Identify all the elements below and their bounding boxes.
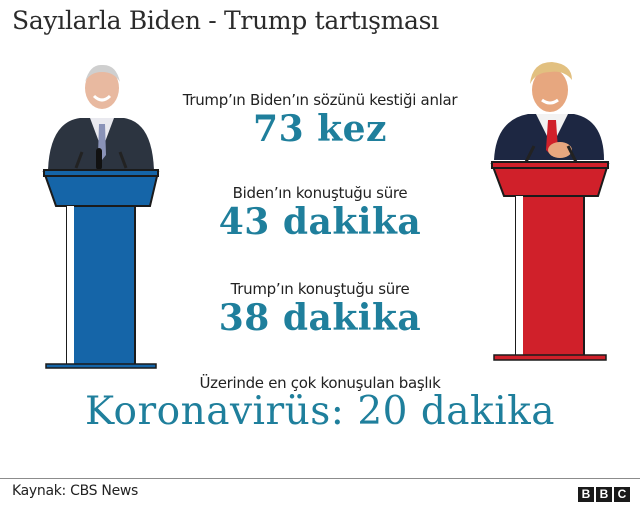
biden-podium-illustration <box>42 64 160 369</box>
page-title: Sayılarla Biden - Trump tartışması <box>12 6 439 35</box>
footer-divider <box>0 478 640 479</box>
stat-biden-speaking-time: Biden’ın konuştuğu süre 43 dakika <box>160 184 480 242</box>
stat-label: Trump’ın konuştuğu süre <box>230 280 410 298</box>
bbc-logo-letter: C <box>614 487 630 502</box>
stat-value: Koronavirüs: 20 dakika <box>84 389 556 434</box>
stat-trump-speaking-time: Trump’ın konuştuğu süre 38 dakika <box>160 280 480 338</box>
stat-value: 38 dakika <box>218 297 422 339</box>
bbc-logo-letter: B <box>596 487 612 502</box>
stat-value: 43 dakika <box>218 201 422 243</box>
source-credit: Kaynak: CBS News <box>12 483 139 499</box>
bbc-logo-letter: B <box>578 487 594 502</box>
bbc-logo: B B C <box>578 487 630 502</box>
stat-label: Üzerinde en çok konuşulan başlık <box>199 374 441 392</box>
stat-label: Biden’ın konuştuğu süre <box>232 184 408 202</box>
stat-label: Trump’ın Biden’ın sözünü kestiği anlar <box>182 91 458 109</box>
trump-podium-illustration <box>490 62 610 361</box>
stat-value: 73 kez <box>253 108 387 150</box>
stat-top-topic: Üzerinde en çok konuşulan başlık Koronav… <box>60 374 580 432</box>
stat-interruptions: Trump’ın Biden’ın sözünü kestiği anlar 7… <box>160 91 480 149</box>
